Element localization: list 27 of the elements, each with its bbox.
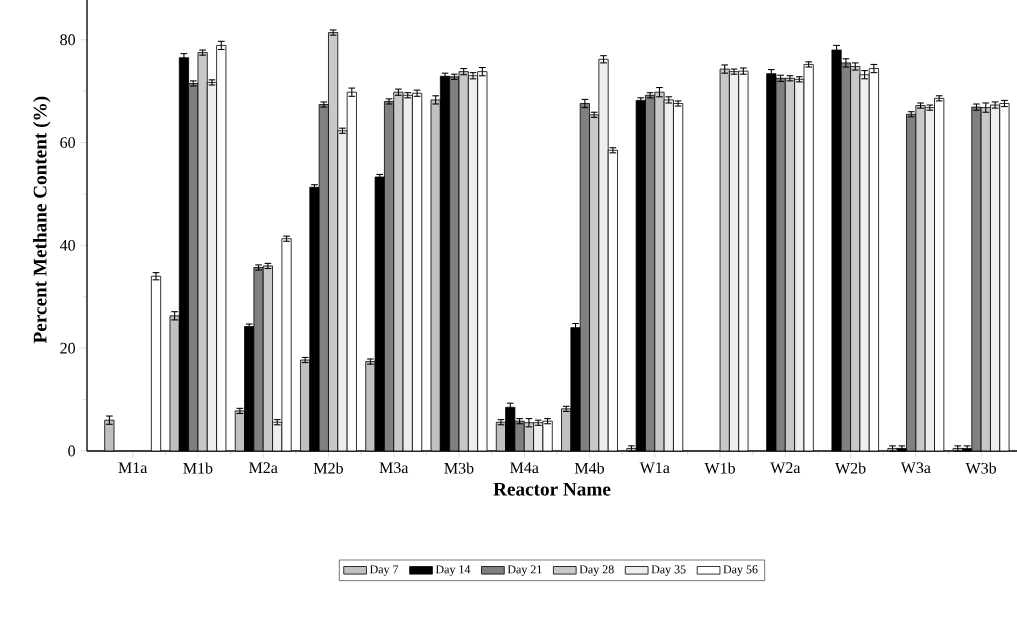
x-tick-label: M4b — [574, 462, 605, 474]
x-tick-label: M2a — [249, 462, 278, 474]
x-axis-title: Reactor Name — [493, 482, 611, 496]
y-tick-label: 0 — [68, 445, 76, 457]
legend-label: Day 14 — [435, 565, 471, 576]
x-tick-label: W2b — [835, 462, 866, 474]
y-tick-label: 40 — [59, 239, 76, 251]
y-tick-label: 20 — [60, 342, 76, 354]
x-tick-label: M4a — [510, 462, 539, 474]
legend-label: Day 21 — [507, 565, 542, 576]
x-tick-label: W3a — [900, 462, 931, 474]
y-tick-label: 60 — [60, 137, 76, 148]
x-tick-label: M1a — [118, 462, 148, 474]
legend-label: Day 7 — [369, 565, 399, 576]
x-tick-label: W3b — [965, 462, 997, 474]
legend-label: Day 28 — [579, 565, 614, 576]
y-axis-title: Percent Methane Content (%) — [33, 96, 51, 344]
x-tick-label: M3a — [379, 462, 409, 474]
legend-label: Day 35 — [651, 565, 686, 576]
legend-label: Day 56 — [723, 565, 758, 576]
x-tick-label: W1b — [704, 462, 735, 474]
x-tick-label: W2a — [770, 462, 801, 474]
x-tick-label: M2b — [313, 462, 343, 474]
x-tick-label: M3b — [444, 462, 474, 474]
x-tick-label: W1a — [639, 462, 670, 474]
x-tick-label: M1b — [183, 462, 213, 474]
y-tick-label: 80 — [60, 34, 76, 46]
